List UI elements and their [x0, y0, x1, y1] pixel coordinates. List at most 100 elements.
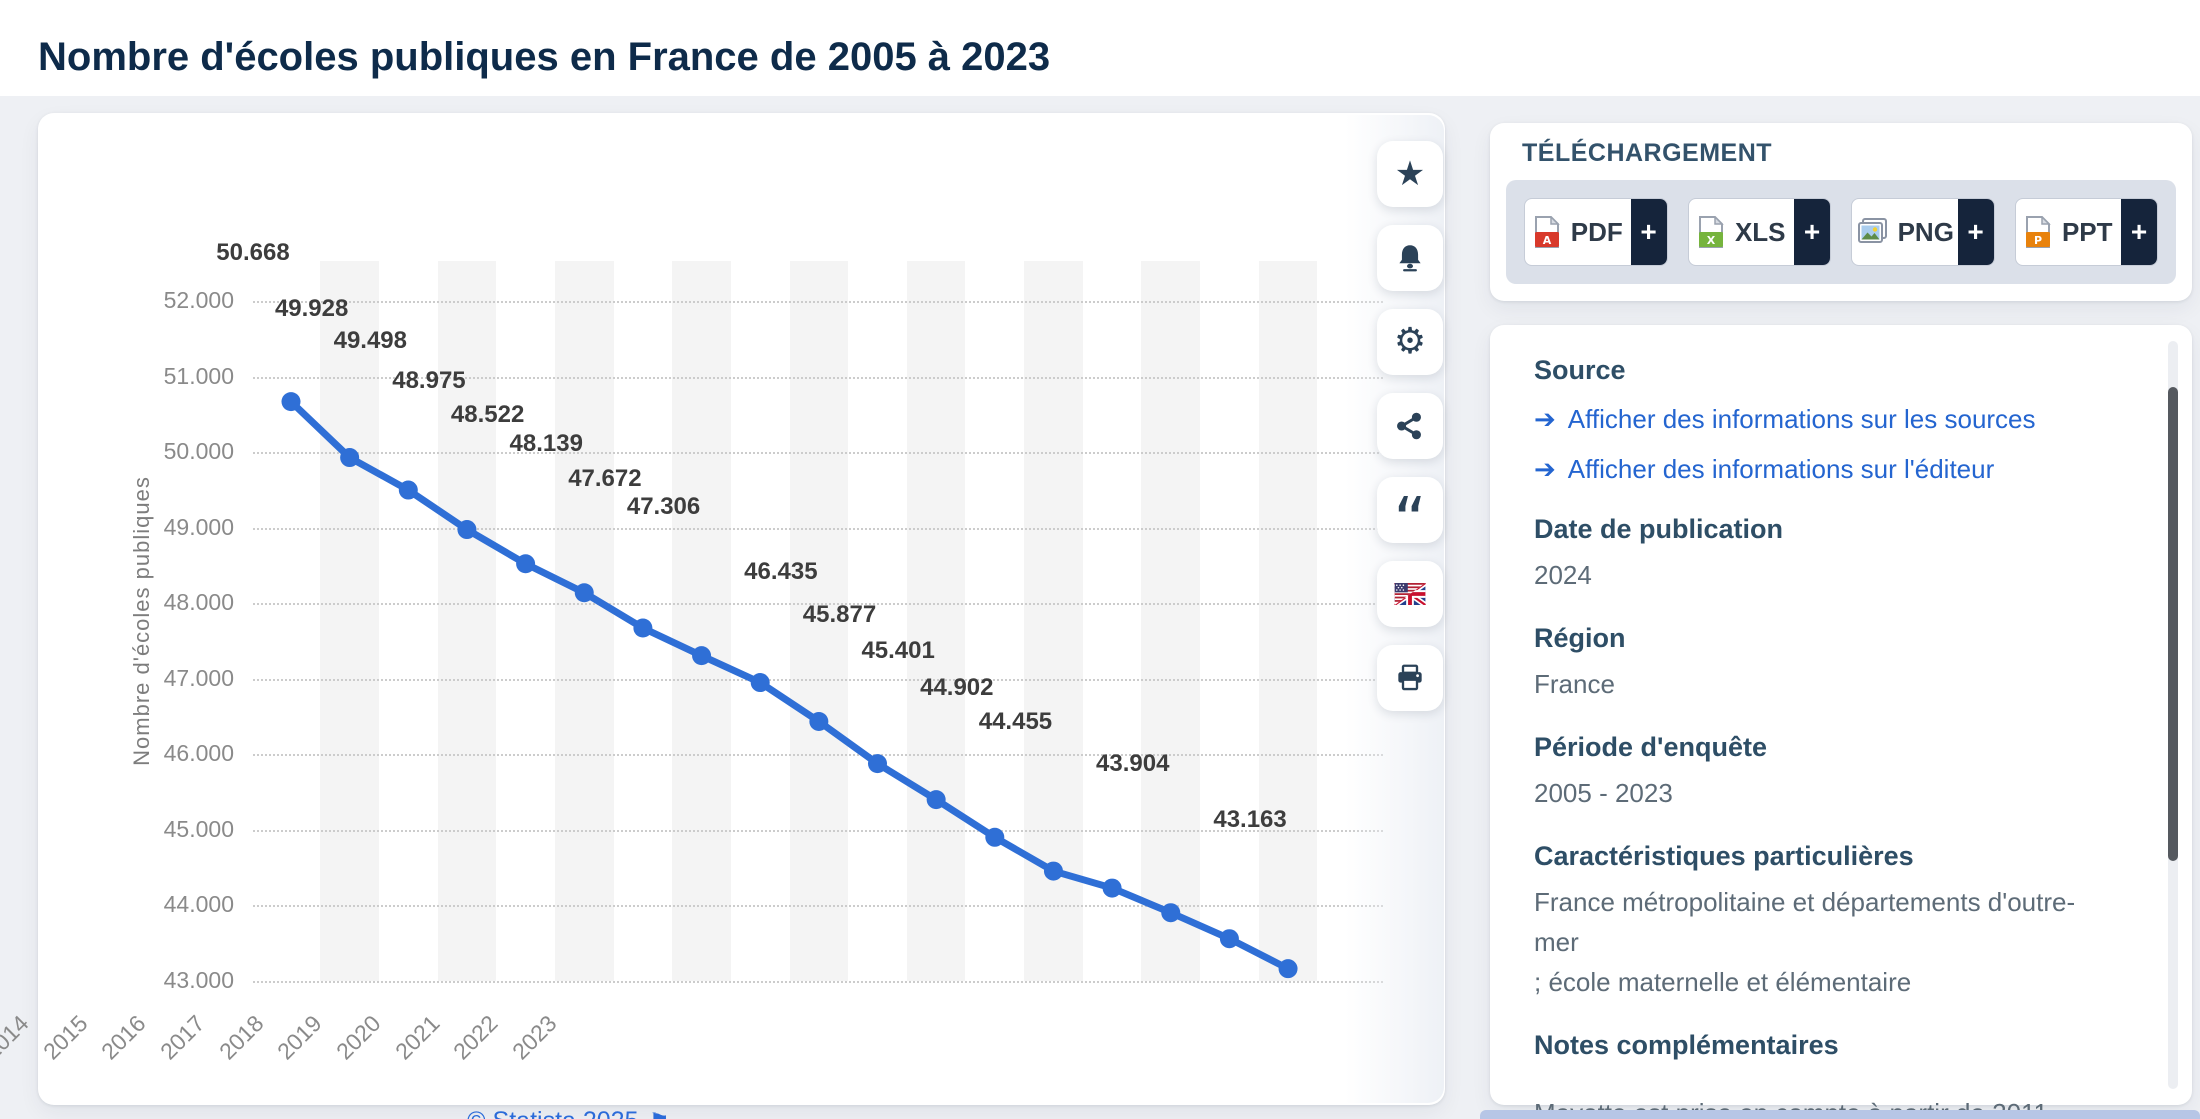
chart-band: [1258, 261, 1318, 981]
ppt-file-icon: P: [2025, 216, 2051, 248]
x-tick-label: 2016: [96, 1010, 151, 1065]
x-tick-label: 2023: [506, 1010, 562, 1065]
y-tick-label: 49.000: [163, 513, 234, 540]
download-plus-button[interactable]: +: [2121, 199, 2157, 265]
data-label: 43.163: [1213, 805, 1287, 833]
download-pdf-button[interactable]: A PDF +: [1524, 198, 1668, 266]
meta-section-0: Date de publication 2024: [1534, 514, 2114, 595]
line-chart: [281, 392, 1298, 979]
x-tick-label: 2020: [330, 1010, 386, 1065]
meta-section-2: Période d'enquête 2005 - 2023: [1534, 732, 2114, 813]
data-point-2014[interactable]: [750, 673, 770, 693]
gridline: [253, 829, 1383, 832]
chart-card: 52.000 51.000 50.000 49.000 48.000 47.000 46.0…: [0, 113, 1445, 1119]
toolbar-button-quote[interactable]: “: [1377, 477, 1443, 554]
data-point-2020[interactable]: [1102, 878, 1122, 898]
data-label: 45.877: [802, 600, 877, 628]
download-plus-button[interactable]: +: [1957, 199, 1994, 265]
copyright-label: © Statista 2025: [467, 1107, 638, 1119]
pdf-file-icon: A: [1534, 216, 1560, 248]
download-ppt-button[interactable]: P PPT +: [2014, 198, 2158, 266]
download-png-button[interactable]: PNG +: [1851, 198, 1995, 266]
data-point-2009[interactable]: [457, 520, 477, 540]
gridline: [253, 905, 1383, 908]
svg-text:A: A: [1542, 234, 1551, 247]
data-label: 50.668: [216, 238, 290, 266]
data-point-2007[interactable]: [340, 448, 360, 468]
data-point-2010[interactable]: [516, 554, 536, 574]
download-xls-button[interactable]: X XLS +: [1687, 198, 1831, 266]
arrow-right-icon: ➔: [1534, 404, 1556, 434]
x-tick-label: 2021: [389, 1010, 445, 1065]
data-point-2013[interactable]: [692, 646, 712, 666]
data-point-2005[interactable]: [281, 392, 301, 412]
meta-section-heading: Région: [1534, 623, 1626, 653]
chart-band: [320, 261, 379, 981]
download-card: TÉLÉCHARGEMENT A PDF + X XLS + PNG + P PPT +: [1490, 123, 2192, 301]
data-point-2017[interactable]: [926, 790, 946, 810]
y-tick-label: 45.000: [163, 815, 234, 842]
data-label: 44.455: [978, 708, 1053, 736]
meta-section-heading: Date de publication: [1534, 514, 1784, 544]
data-point-2023[interactable]: [1278, 959, 1298, 979]
y-axis-title: Nombre d'écoles publiques: [129, 476, 154, 766]
download-format-label: PDF: [1570, 216, 1623, 247]
data-label: 47.672: [568, 465, 642, 492]
gridline: [253, 301, 1383, 303]
star-icon: ★: [1394, 154, 1426, 194]
y-tick-label: 44.000: [163, 891, 234, 918]
page-title: Nombre d'écoles publiques en France de 2…: [38, 34, 1051, 79]
toolbar-button-star[interactable]: ★: [1377, 141, 1443, 207]
data-label: 49.498: [333, 327, 407, 355]
metadata-sections: Date de publication 2024 Région France Pério…: [1534, 514, 2114, 1119]
meta-section-value: 2024: [1534, 560, 1592, 590]
data-point-2018[interactable]: [985, 827, 1005, 847]
source-info-link[interactable]: ➔ Afficher des informations sur les sour…: [1534, 404, 2036, 434]
x-tick-label: 2017: [154, 1010, 210, 1065]
toolbar-button-bell[interactable]: [1377, 225, 1443, 291]
chart-band: [437, 261, 497, 981]
data-point-2021[interactable]: [1161, 903, 1181, 923]
x-tick-label: 2019: [272, 1010, 327, 1065]
data-point-2008[interactable]: [398, 480, 418, 500]
meta-section-heading: Caractéristiques particulières: [1534, 841, 1914, 871]
png-file-icon: [1857, 218, 1887, 243]
data-label: 43.904: [1096, 749, 1170, 777]
xls-file-icon: X: [1698, 216, 1724, 248]
y-tick-label: 46.000: [163, 740, 234, 767]
download-plus-button[interactable]: +: [1794, 199, 1830, 265]
y-tick-label: 47.000: [163, 664, 234, 691]
toolbar-button-language-flag[interactable]: [1377, 561, 1443, 627]
chart-band: [554, 261, 614, 981]
data-point-2015[interactable]: [809, 711, 829, 731]
meta-section-value: France: [1534, 669, 1615, 699]
gridline: [253, 527, 1383, 530]
toolbar-button-share[interactable]: [1377, 393, 1443, 459]
gridline: [253, 678, 1383, 681]
data-point-2012[interactable]: [633, 618, 653, 638]
publisher-info-link[interactable]: ➔ Afficher des informations sur l'éditeu…: [1534, 454, 1995, 484]
chart-band: [1141, 261, 1201, 981]
arrow-right-icon: ➔: [1534, 454, 1556, 484]
download-plus-button[interactable]: +: [1630, 199, 1667, 265]
y-tick-label: 50.000: [163, 438, 234, 465]
gridline: [253, 981, 1383, 983]
bottom-banner-edge: [1480, 1110, 2200, 1119]
data-label: 45.401: [861, 636, 935, 664]
data-point-2019[interactable]: [1043, 861, 1063, 881]
toolbar-button-gear[interactable]: ⚙: [1377, 309, 1443, 375]
data-label: 48.975: [392, 366, 466, 394]
data-point-2011[interactable]: [574, 583, 594, 603]
data-label: 48.522: [450, 400, 525, 428]
share-icon: [1397, 412, 1421, 440]
statista-copyright[interactable]: © Statista 2025 ⚑: [467, 1107, 670, 1119]
data-point-2022[interactable]: [1219, 929, 1239, 949]
y-tick-label: 51.000: [163, 362, 234, 389]
svg-text:P: P: [2034, 234, 2042, 247]
scrollbar-thumb[interactable]: [2168, 387, 2178, 861]
report-flag-icon[interactable]: ⚑: [648, 1108, 670, 1119]
data-point-2016[interactable]: [868, 754, 887, 774]
toolbar-button-print[interactable]: [1377, 645, 1443, 711]
data-label: 46.435: [744, 558, 818, 586]
